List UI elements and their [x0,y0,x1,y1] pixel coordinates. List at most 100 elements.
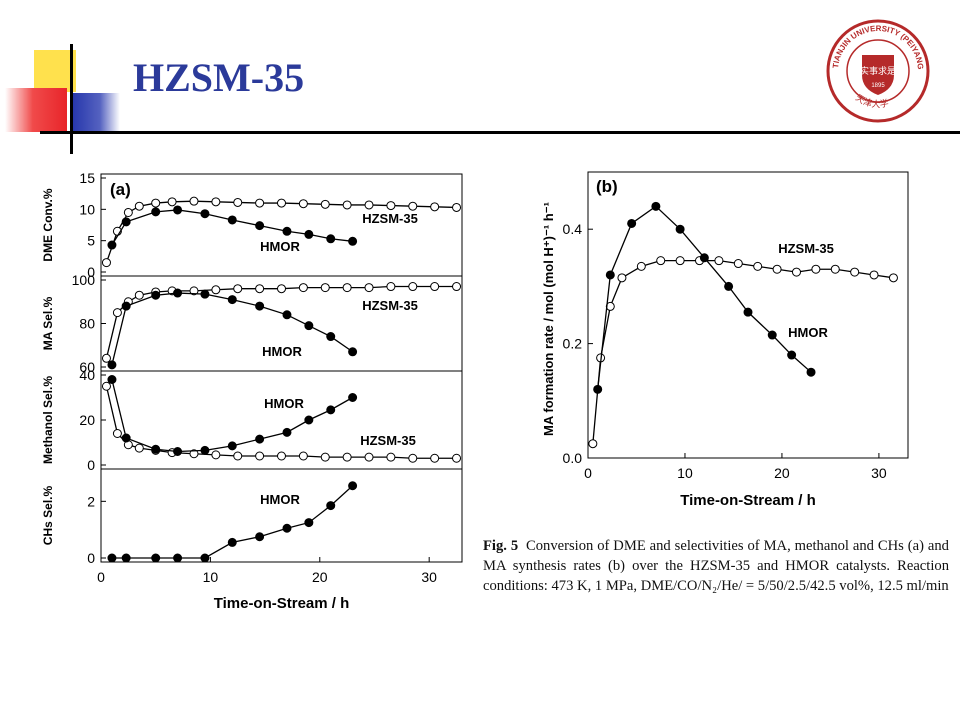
subplot-1-point-hmor [304,229,314,239]
subplot-4-ytick-label: 2 [87,493,95,509]
panel-a-label: (a) [110,180,131,199]
subplot-3-point-hzsm-35 [408,453,418,463]
subplot-2-series-label: HMOR [262,344,302,359]
subplot-3-point-hzsm-35 [233,451,243,461]
svg-text:1895: 1895 [871,83,885,89]
deco-vertical-line [70,44,73,154]
subplot-1-point-hzsm-35 [167,197,177,207]
panel-b-point-hzsm-35 [869,270,879,280]
subplot-2-point-hmor [255,301,265,311]
subplot-2-point-hzsm-35 [255,284,265,294]
panel-b-xtick-label: 10 [677,465,693,481]
subplot-1-point-hzsm-35 [101,258,111,268]
subplot-3-point-hzsm-35 [277,451,286,461]
subplot-3-point-hmor [121,433,131,443]
subplot-3-series-label: HMOR [264,396,304,411]
subplot-1-series-label: HMOR [260,239,300,254]
subplot-1-point-hmor [151,207,161,217]
subplot-1-ylabel: DME Conv.% [41,188,55,261]
panel-a-xtick-label: 0 [97,569,105,585]
subplot-4-series-label: HMOR [260,492,300,507]
subplot-1-point-hzsm-35 [298,199,308,209]
panel-b-point-hmor [699,253,709,263]
deco-yellow-square [34,50,76,92]
panel-b-point-hzsm-35 [656,256,666,266]
subplot-3-ytick-label: 20 [79,412,95,428]
panel-b-ylabel: MA formation rate / mol (mol H⁺)⁻¹ h⁻¹ [541,202,556,436]
subplot-4-point-hmor [200,553,210,563]
subplot-2-point-hmor [282,310,292,320]
panel-b-point-hzsm-35 [753,261,763,271]
subplot-2-point-hzsm-35 [452,282,462,292]
subplot-3-point-hmor [151,444,161,454]
subplot-2-point-hmor [304,321,314,331]
panel-b-point-hmor [743,307,753,317]
panel-b-point-hmor [806,367,816,377]
subplot-2-point-hmor [173,288,183,298]
panel-b-label: (b) [596,177,618,196]
subplot-2-ytick-label: 60 [79,359,95,375]
subplot-2-ytick-label: 80 [79,316,95,332]
subplot-1-point-hzsm-35 [134,201,144,211]
panel-b-point-hzsm-35 [811,264,821,274]
subplot-1-series-line-hmor [111,209,353,246]
subplot-3-point-hmor [227,441,237,451]
subplot-3-point-hzsm-35 [430,453,440,463]
subplot-3-point-hmor [326,405,336,415]
subplot-1-point-hmor [282,226,292,236]
subplot-4-ytick-label: 0 [87,550,95,566]
subplot-4-point-hmor [326,501,336,511]
subplot-2-series-label: HZSM-35 [362,298,418,313]
panel-b-point-hzsm-35 [714,256,724,266]
subplot-3-point-hmor [200,445,210,455]
panel-b-point-hzsm-35 [772,264,782,274]
panel-b-point-hmor [651,201,661,211]
subplot-4-point-hmor [348,481,358,491]
subplot-3-point-hzsm-35 [112,429,122,438]
subplot-1-point-hzsm-35 [430,202,440,212]
panel-b-point-hmor [787,350,797,360]
subplot-1-point-hzsm-35 [452,202,462,212]
subplot-1-point-hzsm-35 [386,201,396,211]
subplot-2-point-hzsm-35 [408,282,418,292]
subplot-3-point-hzsm-35 [211,450,221,460]
subplot-4-ylabel: CHs Sel.% [41,485,55,545]
subplot-2-point-hmor [107,360,117,370]
panel-b-frame [587,171,909,459]
subplot-1-point-hzsm-35 [408,201,418,211]
subplot-1-point-hzsm-35 [364,200,374,210]
subplot-2-point-hzsm-35 [101,353,111,363]
subplot-2-point-hzsm-35 [298,283,308,293]
subplot-3-point-hzsm-35 [298,451,308,461]
panel-b-point-hzsm-35 [850,267,860,277]
subplot-4-series-line-hmor [111,485,354,559]
subplot-1-point-hmor [107,240,117,250]
panel-b-series-label: HMOR [788,325,828,340]
panel-b-point-hzsm-35 [636,261,646,271]
subplot-3-point-hmor [282,427,292,437]
svg-text:实事求是: 实事求是 [860,65,896,76]
subplot-1-ytick-label: 0 [87,264,95,280]
panel-b-ytick-label: 0.2 [563,336,583,352]
subplot-4-point-hmor [107,553,117,563]
subplot-3-ylabel: Methanol Sel.% [41,376,55,464]
subplot-2-point-hmor [348,347,358,357]
subplot-4-point-hmor [151,553,161,563]
subplot-3-point-hzsm-35 [386,452,396,462]
caption-text: Conversion of DME and selectivities of M… [483,538,949,594]
subplot-3-point-hmor [107,375,117,384]
panel-a-xtick-label: 20 [312,569,328,585]
subplot-3-series-line-hmor [111,379,353,453]
university-seal-logo: TIANJIN UNIVERSITY (PEIYANG UNIVERSITY) … [826,19,930,123]
subplot-3-point-hzsm-35 [189,449,199,459]
subplot-1-series-label: HZSM-35 [362,211,418,226]
subplot-4-frame [100,468,463,563]
subplot-3-series-label: HZSM-35 [360,433,416,448]
panel-b-point-hmor [724,281,734,291]
subplot-1-point-hzsm-35 [342,200,352,210]
subplot-1-ytick-label: 15 [79,170,95,186]
panel-b-point-hzsm-35 [791,267,801,277]
subplot-1-point-hmor [326,234,336,244]
panel-b-ytick-label: 0.4 [563,221,583,237]
